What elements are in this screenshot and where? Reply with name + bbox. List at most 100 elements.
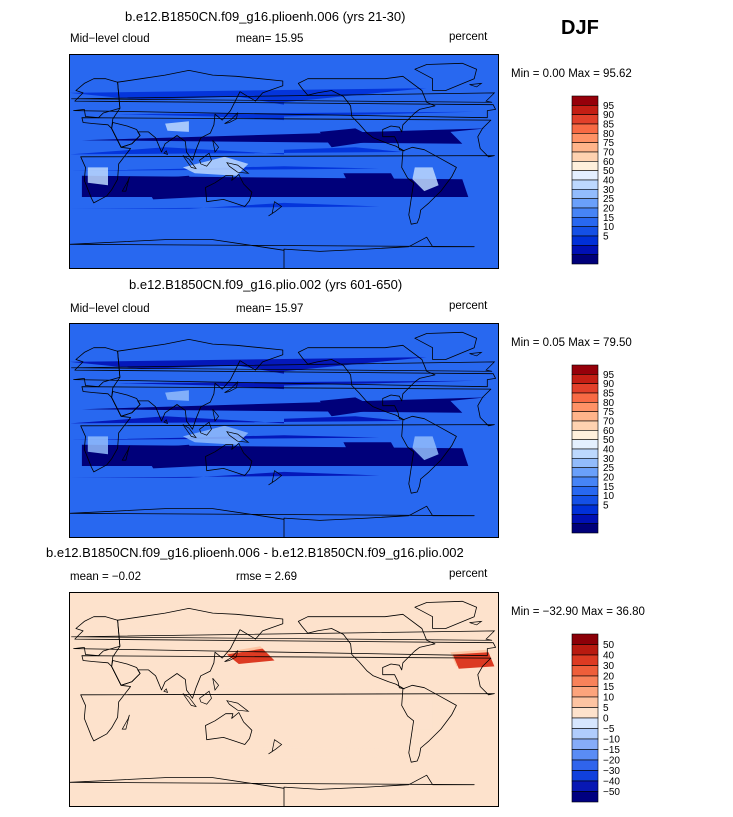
island-coastline <box>199 690 212 705</box>
colorbar-swatch <box>571 749 599 761</box>
panel2-mean-label: mean= 15.97 <box>236 303 304 315</box>
island-coastline <box>226 700 250 712</box>
colorbar-tick-label: 10 <box>603 693 615 704</box>
coastline <box>111 660 141 686</box>
colorbar-tick-label: 90 <box>603 379 615 390</box>
island-coastline <box>212 139 220 153</box>
colorbar-swatch <box>571 644 599 656</box>
island-coastline <box>182 693 197 708</box>
colorbar-tick-label: −15 <box>603 745 620 756</box>
coastline <box>414 62 478 91</box>
colorbar-tick-label: −50 <box>603 787 620 798</box>
colorbar-swatch <box>571 770 599 782</box>
island-coastline <box>469 620 483 626</box>
island-coastline <box>224 649 239 662</box>
island-coastline <box>121 714 130 730</box>
coastline <box>205 712 253 745</box>
colorbar-swatch <box>571 448 599 459</box>
colorbar-swatch <box>571 654 599 666</box>
colorbar-tick-label: 75 <box>603 407 615 418</box>
colorbar-swatch <box>571 402 599 412</box>
colorbar-tick-label: −20 <box>603 756 620 767</box>
colorbar-tick-label: 5 <box>603 232 609 243</box>
colorbar-swatch <box>571 123 599 134</box>
coastline <box>70 236 475 268</box>
colorbar-tick-label: 15 <box>603 682 615 693</box>
panel3-mean-label: mean = −0.02 <box>70 571 141 583</box>
positive-anomaly-region <box>141 746 427 759</box>
panel2-title: b.e12.B1850CN.f09_g16.plio.002 (yrs 601-… <box>129 277 403 292</box>
colorbar-tick-label: −5 <box>603 724 615 735</box>
colorbar-swatch <box>571 707 599 719</box>
colorbar-swatch <box>571 364 599 375</box>
colorbar-tick-label: 15 <box>603 213 615 224</box>
colorbar-swatch <box>571 226 599 237</box>
panel1-mean-label: mean= 15.95 <box>236 33 304 45</box>
panel2-map <box>69 323 499 538</box>
cloud-high-region <box>412 167 439 192</box>
colorbar-tick-label: 70 <box>603 417 615 428</box>
island-coastline <box>212 408 220 422</box>
colorbar-tick-label: 30 <box>603 185 615 196</box>
colorbar-swatch <box>571 142 599 153</box>
coastline <box>297 75 436 152</box>
colorbar-tick-label: 10 <box>603 222 615 233</box>
colorbar-tick-label: 80 <box>603 398 615 409</box>
field-background <box>70 55 498 268</box>
colorbar-swatch <box>571 245 599 255</box>
colorbar-tick-label: 60 <box>603 157 615 168</box>
coastline <box>401 684 457 763</box>
colorbar-tick-label: 20 <box>603 672 615 683</box>
island-coastline <box>163 688 169 693</box>
island-coastline <box>121 176 130 192</box>
cloud-contour-region <box>70 147 403 171</box>
colorbar-tick-label: 0 <box>603 714 609 725</box>
coastline <box>73 78 497 119</box>
colorbar-swatch <box>571 392 599 403</box>
island-coastline <box>71 92 496 103</box>
panel3-title: b.e12.B1850CN.f09_g16.plioenh.006 - b.e1… <box>46 545 464 560</box>
colorbar-tick-label: 40 <box>603 651 615 662</box>
colorbar-tick-label: 25 <box>603 194 615 205</box>
colorbar-swatch <box>571 780 599 792</box>
colorbar-tick-label: 85 <box>603 120 615 131</box>
colorbar-swatch <box>571 495 599 506</box>
cloud-high-region <box>165 390 189 401</box>
panel1-variable-label: Mid−level cloud <box>70 33 150 45</box>
colorbar-swatch <box>571 633 599 645</box>
cloud-high-region <box>87 436 108 455</box>
island-coastline <box>182 155 197 170</box>
panel1-title: b.e12.B1850CN.f09_g16.plioenh.006 (yrs 2… <box>125 9 406 24</box>
coastline <box>80 655 495 742</box>
colorbar-tick-label: 50 <box>603 166 615 177</box>
coastline <box>297 613 436 690</box>
coastline <box>73 616 497 657</box>
panel2-variable-label: Mid−level cloud <box>70 303 150 315</box>
colorbar-swatch <box>571 133 599 143</box>
island-coastline <box>71 361 496 372</box>
cloud-contour-region <box>70 416 403 440</box>
coastline <box>297 344 436 421</box>
coastline <box>205 443 253 476</box>
colorbar-swatch <box>571 467 599 478</box>
colorbar-tick-label: 50 <box>603 640 615 651</box>
cloud-high-region <box>182 156 249 176</box>
colorbar-swatch <box>571 439 599 450</box>
colorbar-swatch <box>571 486 599 496</box>
colorbar-swatch <box>571 759 599 771</box>
cloud-high-region <box>87 167 108 186</box>
cloud-high-region <box>165 121 189 132</box>
colorbar-swatch <box>571 430 599 440</box>
colorbar-tick-label: 90 <box>603 110 615 121</box>
colorbar-swatch <box>571 383 599 394</box>
colorbar-tick-label: −40 <box>603 777 620 788</box>
colorbar-swatch <box>571 105 599 115</box>
colorbar-swatch <box>571 189 599 199</box>
colorbar-tick-label: 95 <box>603 370 615 381</box>
colorbar-tick-label: 60 <box>603 426 615 437</box>
panel1-minmax-stats: Min = 0.00 Max = 95.62 <box>511 68 632 80</box>
island-coastline <box>268 470 283 486</box>
colorbar-tick-label: −30 <box>603 766 620 777</box>
panel1-map <box>69 54 499 269</box>
panel2-minmax-stats: Min = 0.05 Max = 79.50 <box>511 337 632 349</box>
